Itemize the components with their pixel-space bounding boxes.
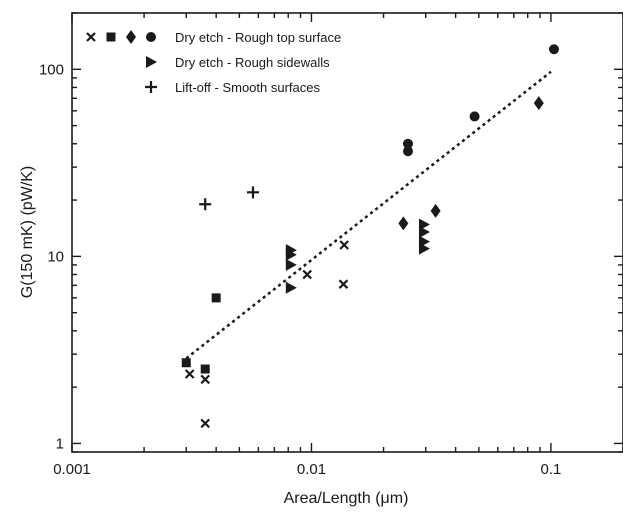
fit-line <box>185 70 552 360</box>
plot-frame <box>71 12 623 453</box>
cross-marker <box>338 279 349 289</box>
plus-marker <box>199 198 212 211</box>
cross-marker <box>184 369 195 379</box>
square-marker <box>200 364 210 374</box>
square-marker <box>211 293 221 303</box>
diamond-marker <box>430 203 441 218</box>
legend-label-rough-top: Dry etch - Rough top surface <box>175 30 341 45</box>
triangle-marker <box>146 56 157 68</box>
legend: Dry etch - Rough top surface Dry etch - … <box>86 30 341 95</box>
square-marker <box>181 358 191 368</box>
cross-marker <box>200 418 210 429</box>
circle-marker <box>146 32 156 42</box>
data-points <box>181 44 559 429</box>
circle-marker <box>402 138 413 149</box>
tick-labels: 0.001 0.01 0.1 1 10 100 <box>39 61 561 478</box>
legend-markers-rough-top <box>86 30 156 44</box>
plus-marker <box>247 186 259 199</box>
x-tick-label: 0.001 <box>53 461 91 478</box>
y-axis-label: G(150 mK) (pW/K) <box>19 166 36 298</box>
legend-markers-rough-sidewalls <box>146 56 157 68</box>
circle-marker <box>469 111 480 122</box>
cross-marker <box>86 32 96 42</box>
x-tick-label: 0.1 <box>540 461 561 478</box>
y-tick-label: 1 <box>56 435 64 452</box>
circle-marker <box>402 146 413 157</box>
diamond-marker <box>398 216 409 231</box>
y-tick-label: 10 <box>47 248 64 265</box>
legend-markers-smooth <box>145 81 157 93</box>
x-axis-label: Area/Length (μm) <box>284 490 409 507</box>
y-tick-label: 100 <box>39 61 64 78</box>
cross-marker <box>302 269 312 280</box>
plus-marker <box>145 81 157 93</box>
triangle-marker <box>285 248 297 261</box>
legend-label-rough-sidewalls: Dry etch - Rough sidewalls <box>175 55 330 70</box>
diamond-marker <box>533 96 544 111</box>
cross-marker <box>200 374 210 385</box>
axis-ticks <box>71 12 623 453</box>
diamond-marker <box>126 30 136 44</box>
cross-marker <box>339 240 349 250</box>
triangle-marker <box>418 225 430 238</box>
triangle-marker <box>418 242 430 255</box>
triangle-marker <box>285 258 297 271</box>
square-marker <box>106 32 116 42</box>
x-tick-label: 0.01 <box>297 461 326 478</box>
triangle-marker <box>285 281 297 294</box>
legend-label-smooth: Lift-off - Smooth surfaces <box>175 80 320 95</box>
circle-marker <box>548 44 559 55</box>
